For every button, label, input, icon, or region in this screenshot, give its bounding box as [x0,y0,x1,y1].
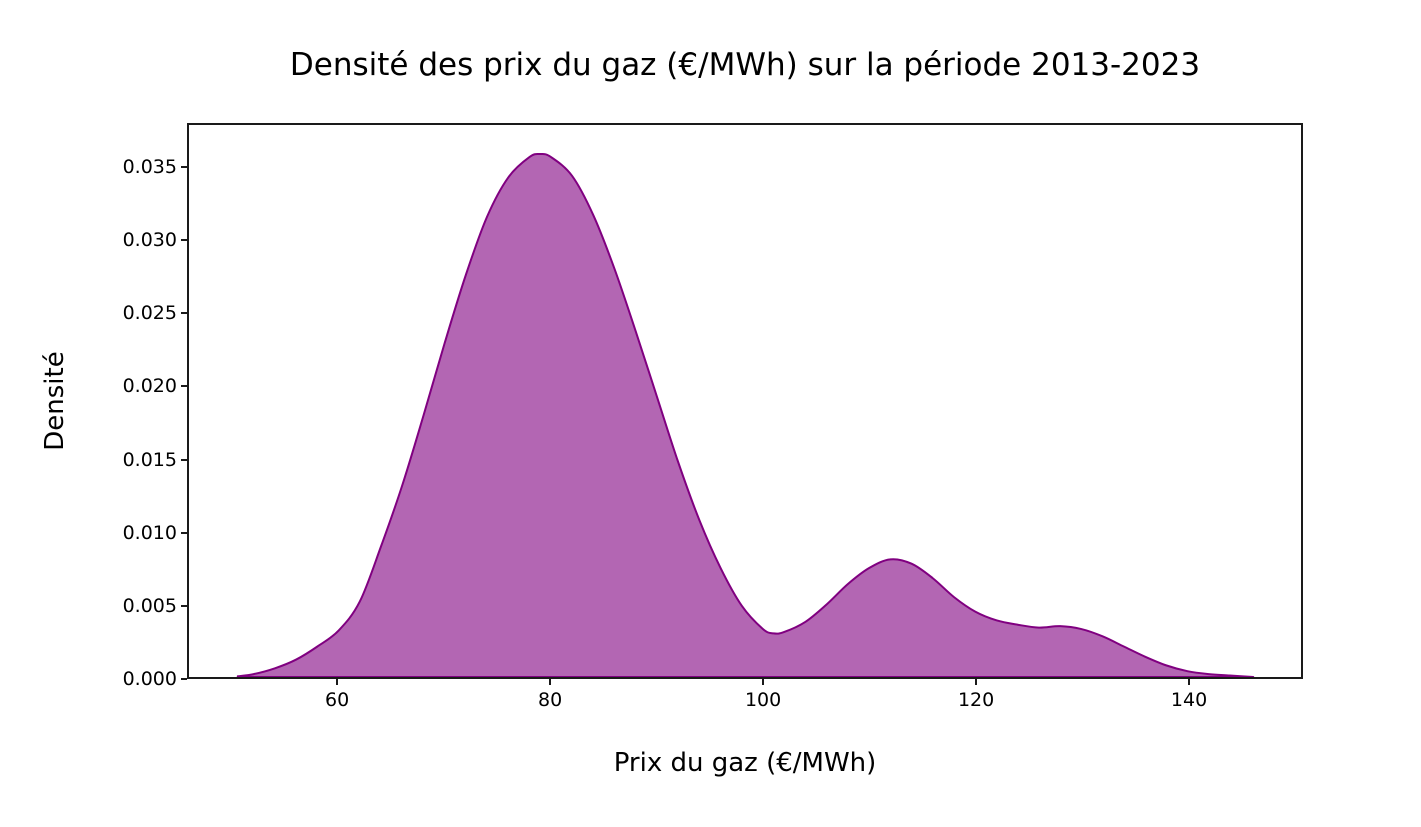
y-axis-tick [181,531,187,534]
y-axis-tick-label: 0.035 [122,155,177,178]
y-axis-tick-label: 0.005 [122,594,177,617]
y-axis-tick [181,678,187,680]
x-axis-tick-label: 120 [957,689,995,711]
x-axis-tick-label: 100 [744,689,782,711]
y-axis-tick-label: 0.030 [122,229,177,252]
y-axis-tick [181,312,187,315]
density-plot-canvas [189,125,1301,677]
density-curve [238,154,1253,677]
plot-area [187,123,1303,679]
x-axis-tick [549,679,552,685]
chart-title: Densité des prix du gaz (€/MWh) sur la p… [289,47,1201,83]
y-axis-tick [181,165,187,168]
y-axis-tick-label: 0.010 [122,521,177,544]
x-axis-tick-label: 60 [325,689,350,711]
y-axis-tick [181,458,187,461]
x-axis-tick-label: 140 [1170,689,1208,711]
y-axis-tick [181,604,187,607]
y-axis-tick-label: 0.000 [122,668,177,690]
y-axis-tick [181,385,187,388]
x-axis-tick [1188,679,1191,685]
x-axis-tick [975,679,978,685]
x-axis-tick-label: 80 [538,689,563,711]
y-axis-label: Densité [40,351,70,451]
y-axis-tick [181,239,187,242]
x-axis-tick [336,679,339,685]
x-axis-label: Prix du gaz (€/MWh) [613,748,877,778]
y-axis-tick-label: 0.015 [122,448,177,471]
y-axis-tick-label: 0.025 [122,302,177,325]
x-axis-tick [762,679,765,685]
y-axis-tick-label: 0.020 [122,375,177,398]
